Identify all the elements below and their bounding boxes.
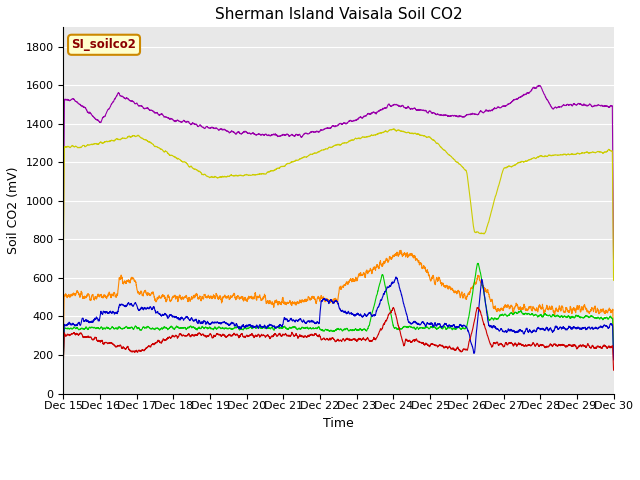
CO2_1 [609,359,617,364]
CO2_3 [392,128,400,134]
CO2_2 [557,304,565,310]
CO2_2 [402,254,410,260]
CO2_6 [60,234,67,240]
CO2_5 [392,274,399,280]
CO2_1 [610,367,618,373]
CO2_4 [60,358,67,363]
CO2_6 [402,106,410,111]
CO2_2 [392,252,400,258]
CO2_1 [213,331,221,336]
CO2_3 [609,245,617,251]
CO2_6 [610,256,618,262]
CO2_6 [535,83,543,88]
CO2_2 [610,348,618,354]
CO2_2 [177,296,185,301]
CO2_5 [392,275,400,280]
CO2_3 [213,175,221,180]
CO2_5 [213,319,221,325]
CO2_1 [392,314,400,320]
CO2_5 [609,346,617,351]
CO2_1 [402,336,410,342]
CO2_4 [402,324,410,330]
Title: Sherman Island Vaisala Soil CO2: Sherman Island Vaisala Soil CO2 [214,7,462,22]
CO2_1 [390,305,397,311]
CO2_2 [213,293,221,299]
CO2_4 [609,340,617,346]
CO2_6 [557,104,565,110]
Line: CO2_2: CO2_2 [63,251,614,351]
CO2_4 [474,261,482,266]
Line: CO2_5: CO2_5 [63,277,614,360]
CO2_3 [610,277,618,283]
CO2_6 [392,102,400,108]
CO2_2 [60,341,67,347]
CO2_5 [60,356,67,362]
CO2_4 [392,325,400,331]
CO2_4 [213,326,221,332]
X-axis label: Time: Time [323,417,354,430]
CO2_1 [60,360,67,366]
CO2_4 [610,353,618,359]
CO2_6 [177,119,185,125]
Line: CO2_6: CO2_6 [63,85,614,259]
Line: CO2_1: CO2_1 [63,308,614,370]
CO2_5 [610,357,618,363]
CO2_3 [60,259,67,265]
CO2_4 [557,313,565,319]
CO2_2 [609,331,617,337]
CO2_4 [177,325,185,331]
CO2_1 [557,342,565,348]
CO2_3 [390,126,397,132]
CO2_5 [402,309,410,314]
CO2_3 [557,152,565,158]
Y-axis label: Soil CO2 (mV): Soil CO2 (mV) [7,167,20,254]
CO2_6 [609,218,617,224]
Line: CO2_4: CO2_4 [63,264,614,360]
CO2_3 [177,158,185,164]
CO2_5 [177,315,185,321]
CO2_5 [557,325,565,331]
Text: SI_soilco2: SI_soilco2 [72,38,136,51]
Line: CO2_3: CO2_3 [63,129,614,280]
CO2_6 [213,126,221,132]
CO2_3 [402,130,410,135]
CO2_1 [177,332,185,338]
CO2_2 [397,248,404,253]
